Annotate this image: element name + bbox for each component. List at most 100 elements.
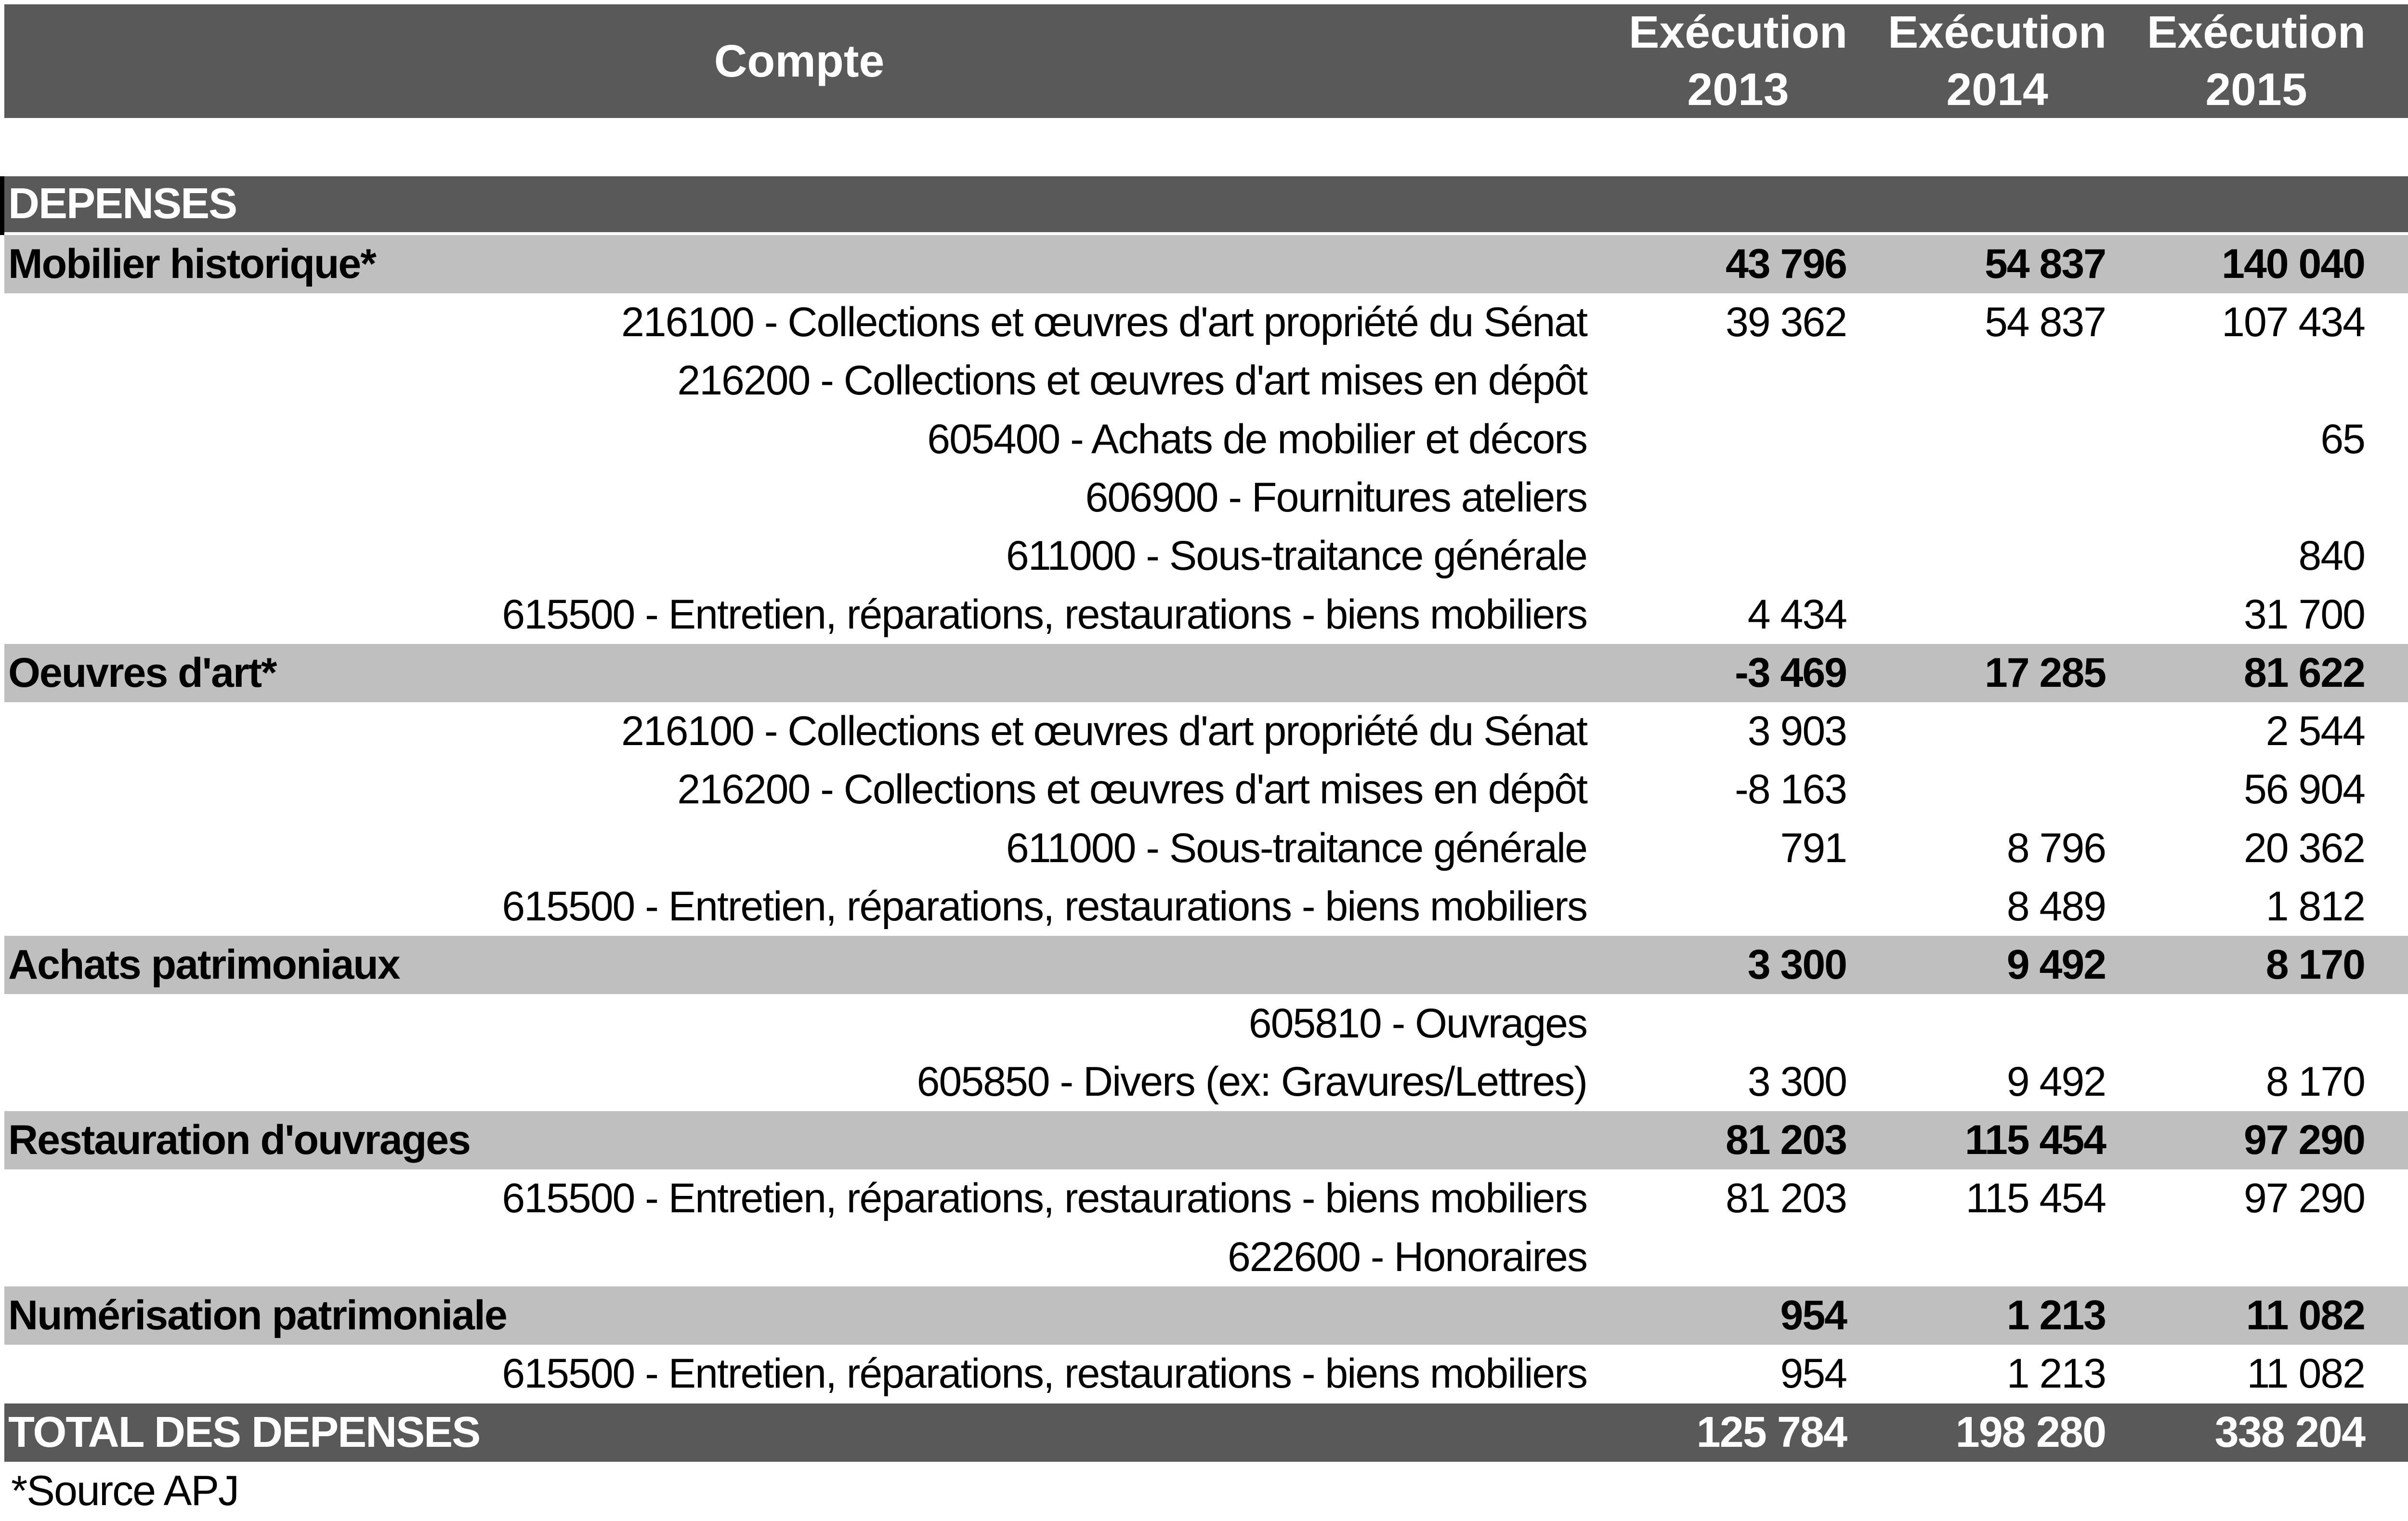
cell-2016: 957 xyxy=(2371,416,2408,463)
header-execution-label: Exécution xyxy=(2406,4,2408,61)
total-row-depenses: TOTAL DES DEPENSES 125 784 198 280 338 2… xyxy=(4,1403,2408,1462)
cell-2016: 685 xyxy=(2371,591,2408,639)
account-label: 611000 - Sous-traitance générale xyxy=(1006,825,1588,871)
account-label: 216100 - Collections et œuvres d'art pro… xyxy=(621,708,1588,755)
left-edge-mark xyxy=(0,176,4,235)
cell-2014: 54 837 xyxy=(1984,299,2107,346)
cell-2015: 11 082 xyxy=(2247,1351,2366,1397)
section-row-restauration-ouvrages: Restauration d'ouvrages 81 203 115 454 9… xyxy=(4,1111,2408,1170)
detail-row-611000-soustraitance: 611000 - Sous-traitance générale 791 8 7… xyxy=(4,819,2408,878)
cell-2016: 2 423 xyxy=(2371,357,2408,405)
cell-2013: 3 903 xyxy=(1747,708,1847,755)
cell-2014: 17 285 xyxy=(1984,649,2107,696)
footnote-row: *Source APJ xyxy=(4,1461,2408,1521)
cell-2016: 53 030 xyxy=(2371,240,2408,288)
cell-2013: 4 434 xyxy=(1747,591,1847,638)
total-label: TOTAL DES DEPENSES xyxy=(8,1408,481,1456)
account-label: 606900 - Fournitures ateliers xyxy=(1085,474,1588,521)
section-label: Mobilier historique* xyxy=(8,240,377,287)
cell-2014: 8 796 xyxy=(2006,825,2107,871)
section-row-mobilier-historique: Mobilier historique* 43 796 54 837 140 0… xyxy=(4,235,2408,293)
header-execution-label: Exécution xyxy=(1888,7,2107,58)
account-label: 622600 - Honoraires xyxy=(1227,1233,1588,1280)
cell-2016: 53 256 xyxy=(2371,766,2408,813)
cell-2013: 954 xyxy=(1780,1292,1848,1339)
account-label: 615500 - Entretien, réparations, restaur… xyxy=(502,1175,1588,1222)
cell-2013: 3 300 xyxy=(1747,942,1847,988)
cell-2015: 31 700 xyxy=(2243,591,2366,638)
cell-2014: 198 280 xyxy=(1955,1408,2107,1456)
section-label: Oeuvres d'art* xyxy=(8,649,277,696)
cell-2016: 5 220 xyxy=(2371,883,2408,931)
header-year-label: 2013 xyxy=(1687,64,1789,115)
header-year-label: 2014 xyxy=(1946,64,2048,115)
detail-row-605400-achats-mobilier: 605400 - Achats de mobilier et décors 65… xyxy=(4,410,2408,469)
account-label: 615500 - Entretien, réparations, restaur… xyxy=(502,591,1588,638)
cell-2014: 1 213 xyxy=(2006,1292,2107,1339)
account-label: 216100 - Collections et œuvres d'art pro… xyxy=(621,299,1588,346)
budget-execution-table: Compte Exécution 2013 Exécution 2014 Exé… xyxy=(4,4,2408,1521)
detail-row-216100-senat: 216100 - Collections et œuvres d'art pro… xyxy=(4,702,2408,761)
cell-2014: 8 489 xyxy=(2006,883,2107,930)
section-row-achats-patrimoniaux: Achats patrimoniaux 3 300 9 492 8 170 10… xyxy=(4,936,2408,995)
detail-row-611000-soustraitance: 611000 - Sous-traitance générale 840 5 5… xyxy=(4,527,2408,586)
cell-2015: 81 622 xyxy=(2243,649,2366,696)
cell-2015: 2 544 xyxy=(2265,708,2366,755)
cell-2016: 676 xyxy=(2371,1350,2408,1398)
header-execution-label: Exécution xyxy=(1629,7,1847,58)
detail-row-216200-depot: 216200 - Collections et œuvres d'art mis… xyxy=(4,352,2408,410)
section-row-depenses: DEPENSES xyxy=(4,176,2408,235)
cell-2016: 5 592 xyxy=(2371,532,2408,580)
cell-2016: 10 632 xyxy=(2371,941,2408,989)
account-label: 216200 - Collections et œuvres d'art mis… xyxy=(677,357,1588,404)
cell-2014: 9 492 xyxy=(2006,1058,2107,1105)
cell-2016: 676 xyxy=(2371,1292,2408,1339)
column-header-execution-2016: Exécution 2016 xyxy=(2371,4,2408,118)
column-header-execution-2013: Exécution 2013 xyxy=(1594,4,1853,118)
cell-2015: 8 170 xyxy=(2265,942,2366,988)
spacer-row xyxy=(4,118,2408,177)
detail-row-615500-entretien: 615500 - Entretien, réparations, restaur… xyxy=(4,1169,2408,1228)
cell-2013: -8 163 xyxy=(1735,766,1847,813)
cell-2015: 56 904 xyxy=(2243,766,2366,813)
cell-2015: 338 204 xyxy=(2214,1408,2366,1456)
cell-2014: 115 454 xyxy=(1965,1175,2107,1222)
detail-row-605810-ouvrages: 605810 - Ouvrages 4 550 xyxy=(4,994,2408,1053)
cell-2015: 11 082 xyxy=(2246,1292,2366,1339)
detail-row-622600-honoraires: 622600 - Honoraires 29 122 27 883 xyxy=(4,1228,2408,1286)
cell-2015: 1 812 xyxy=(2265,883,2366,930)
cell-2016: 786 xyxy=(2371,474,2408,522)
detail-row-606900-fournitures: 606900 - Fournitures ateliers 786 xyxy=(4,468,2408,527)
cell-2015: 20 362 xyxy=(2243,825,2366,871)
cell-2014: 9 492 xyxy=(2006,942,2107,988)
cell-2015: 840 xyxy=(2298,533,2366,579)
cell-2016: 81 701 xyxy=(2371,649,2408,697)
cell-2015: 97 290 xyxy=(2243,1175,2366,1222)
detail-row-615500-entretien: 615500 - Entretien, réparations, restaur… xyxy=(4,585,2408,644)
cell-2013: 81 203 xyxy=(1725,1175,1847,1222)
account-label: 615500 - Entretien, réparations, restaur… xyxy=(502,883,1588,930)
detail-row-216100-senat: 216100 - Collections et œuvres d'art pro… xyxy=(4,293,2408,352)
column-header-compte: Compte xyxy=(714,35,885,87)
section-label: Numérisation patrimoniale xyxy=(8,1292,508,1339)
cell-2016: 43 993 xyxy=(2371,1175,2408,1222)
cell-2014: 54 837 xyxy=(1984,240,2107,287)
cell-2014: 1 213 xyxy=(2006,1351,2107,1397)
section-row-oeuvres-dart: Oeuvres d'art* -3 469 17 285 81 622 81 7… xyxy=(4,643,2408,702)
cell-2015: 140 040 xyxy=(2222,240,2366,287)
cell-2013: 43 796 xyxy=(1725,240,1847,287)
detail-row-216200-depot: 216200 - Collections et œuvres d'art mis… xyxy=(4,760,2408,819)
cell-2016: 29 122 xyxy=(2371,1233,2408,1281)
header-year-label: 2015 xyxy=(2205,64,2307,115)
cell-2016: 4 550 xyxy=(2371,1000,2408,1048)
cell-2016: 73 114 xyxy=(2371,1116,2408,1164)
account-label: 615500 - Entretien, réparations, restaur… xyxy=(502,1351,1588,1397)
cell-2015: 65 xyxy=(2320,416,2366,462)
account-label: 216200 - Collections et œuvres d'art mis… xyxy=(677,766,1588,813)
column-header-execution-2015: Exécution 2015 xyxy=(2112,4,2371,118)
section-label: DEPENSES xyxy=(8,180,237,228)
account-label: 605400 - Achats de mobilier et décors xyxy=(927,416,1588,462)
section-label: Restauration d'ouvrages xyxy=(8,1117,471,1164)
cell-2015: 8 170 xyxy=(2265,1058,2366,1105)
cell-2016: 219 153 xyxy=(2371,1408,2408,1457)
